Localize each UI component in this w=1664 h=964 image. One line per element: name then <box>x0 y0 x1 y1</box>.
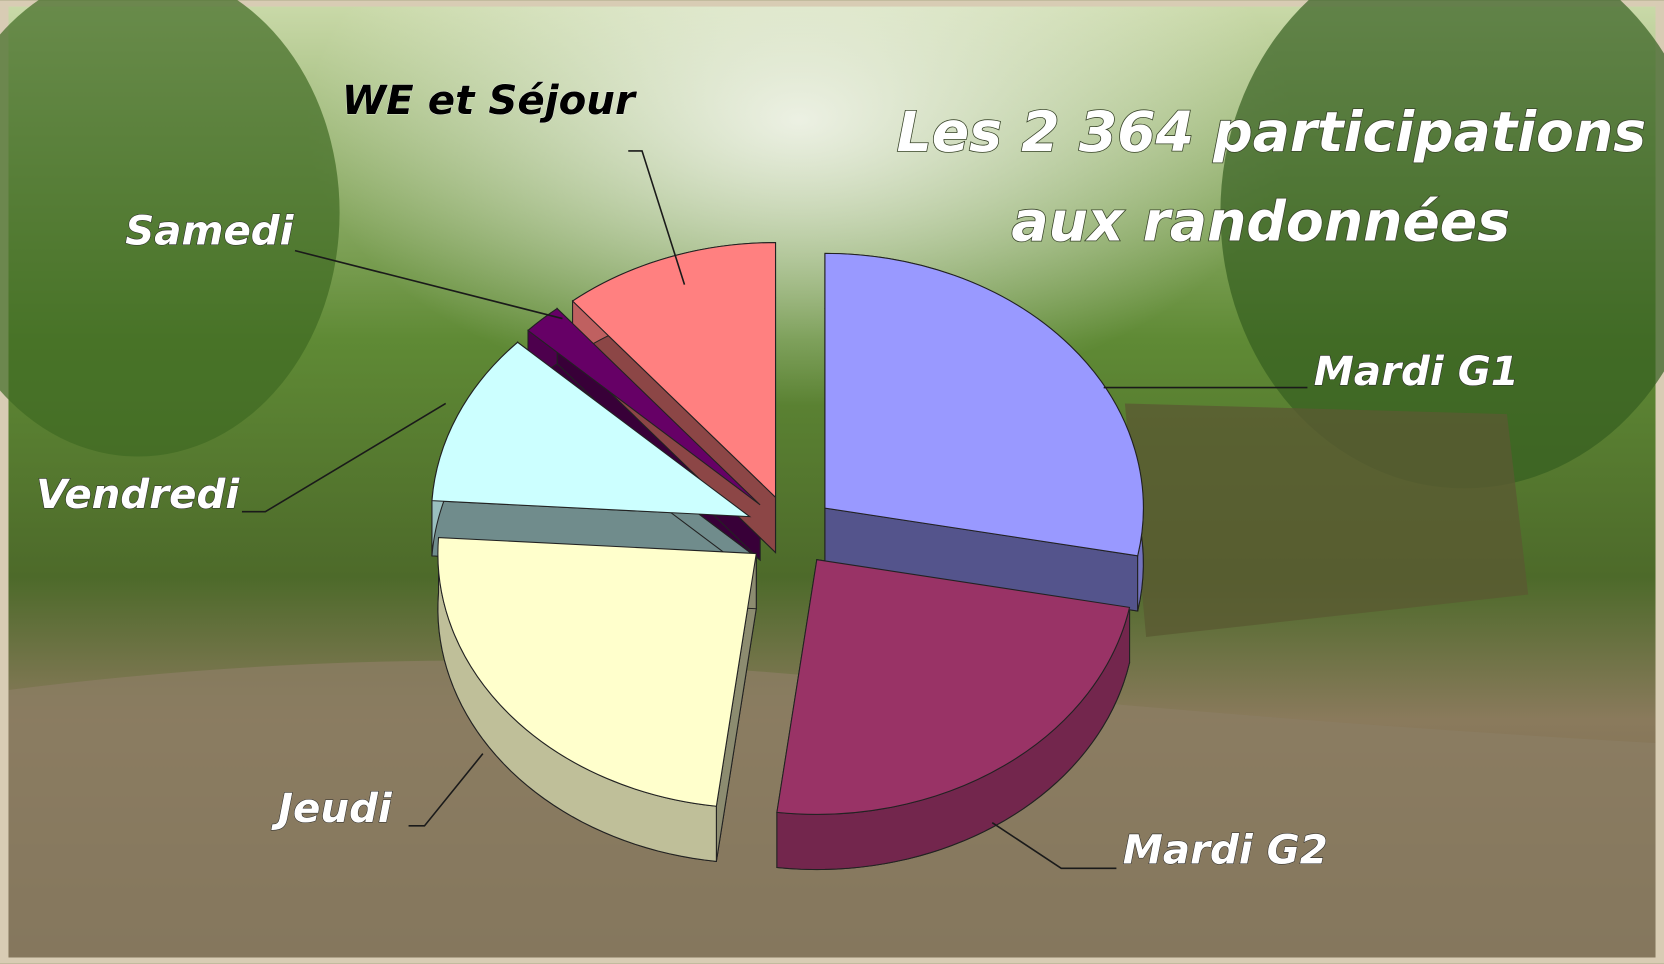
leader-line <box>628 150 686 285</box>
slice-label: Vendredi <box>36 471 240 518</box>
leader-line <box>294 249 563 320</box>
pie-slice <box>527 307 761 506</box>
slice-label: Mardi G2 <box>1123 826 1328 873</box>
pie-slice <box>824 252 1144 557</box>
slice-label: WE et Séjour <box>342 77 637 124</box>
slice-label: Samedi <box>125 208 294 255</box>
chart-title: aux randonnées <box>1011 190 1510 254</box>
pie-tops <box>431 242 1144 815</box>
pie-slice <box>431 341 752 518</box>
leader-line <box>991 821 1117 870</box>
trees-right <box>1220 0 1664 489</box>
pie-slice <box>776 559 1131 815</box>
pie-slice <box>571 242 777 499</box>
pie-slice <box>437 536 757 807</box>
slice-label: Jeudi <box>271 785 393 832</box>
river <box>1124 403 1529 637</box>
chart-title: Les 2 364 participations <box>897 101 1646 165</box>
leader-line <box>408 753 484 827</box>
leader-line <box>241 402 447 513</box>
trees-left <box>0 0 340 457</box>
slice-label: Mardi G1 <box>1314 348 1519 395</box>
